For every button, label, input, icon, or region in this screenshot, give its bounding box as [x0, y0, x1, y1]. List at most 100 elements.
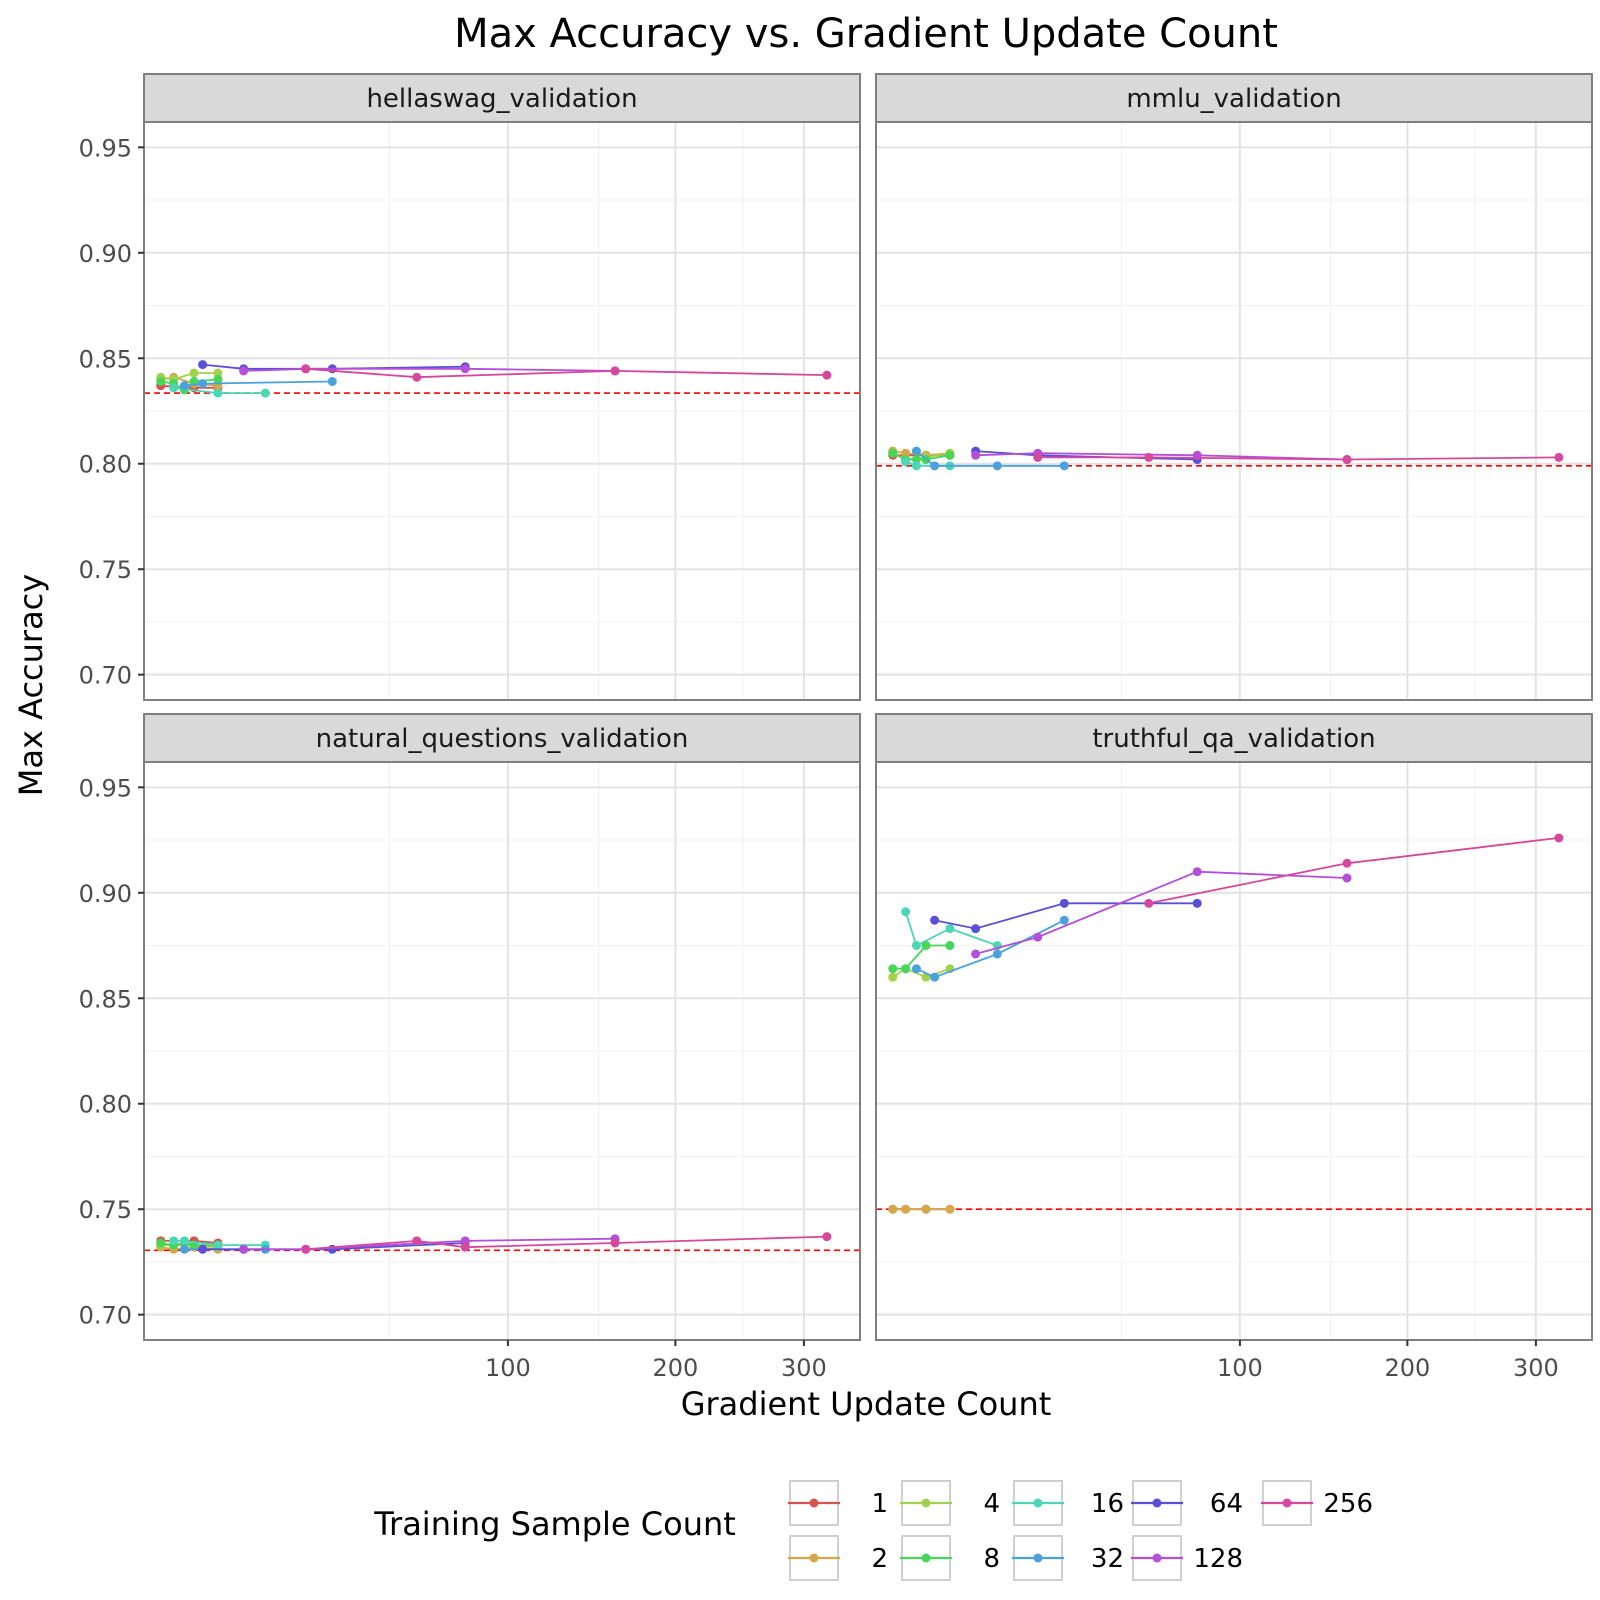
legend-entry-16: 16 — [1012, 1480, 1124, 1526]
data-point-128 — [239, 1244, 249, 1254]
data-point-4 — [888, 972, 898, 982]
data-point-2 — [901, 448, 911, 458]
data-point-16 — [911, 461, 921, 471]
x-tick-label: 200 — [652, 1354, 698, 1382]
data-point-16 — [169, 1236, 179, 1246]
series-line-16 — [173, 1240, 266, 1246]
chart-title: Max Accuracy vs. Gradient Update Count — [454, 11, 1278, 57]
legend-label: 1 — [871, 1489, 888, 1519]
data-point-8 — [901, 964, 911, 974]
legend-entry-32: 32 — [1012, 1535, 1124, 1581]
series-line-4 — [160, 372, 218, 381]
data-point-256 — [301, 364, 311, 374]
data-point-32 — [198, 379, 208, 389]
data-point-8 — [156, 376, 166, 386]
data-point-32 — [1059, 461, 1069, 471]
legend-key-point — [921, 1498, 931, 1508]
data-point-256 — [822, 1232, 832, 1242]
series-line-32 — [915, 450, 1065, 467]
legend-key-point — [1152, 1498, 1162, 1508]
data-point-64 — [198, 1244, 208, 1254]
legend-entry-256: 256 — [1261, 1480, 1373, 1526]
legend-key-point — [1282, 1498, 1292, 1508]
facet-strip-label: mmlu_validation — [1126, 84, 1341, 114]
data-point-16 — [901, 457, 911, 467]
series-line-64 — [934, 902, 1198, 930]
data-point-16 — [911, 941, 921, 951]
series-line-128 — [975, 452, 1348, 461]
legend: Training Sample Count 1 2 4 8 16 32 64 128 256 — [373, 1480, 1373, 1581]
legend-label: 8 — [983, 1544, 1000, 1574]
data-point-128 — [1033, 932, 1043, 942]
data-point-256 — [822, 370, 832, 380]
legend-entry-128: 128 — [1131, 1535, 1243, 1581]
y-tick-label: 0.95 — [79, 774, 132, 802]
data-point-64 — [971, 924, 981, 934]
data-point-16 — [945, 924, 955, 934]
data-point-16 — [901, 907, 911, 917]
data-point-256 — [1144, 898, 1154, 908]
legend-entry-2: 2 — [788, 1535, 888, 1581]
data-point-16 — [179, 1236, 189, 1246]
data-point-128 — [460, 1236, 470, 1246]
legend-label: 32 — [1091, 1544, 1124, 1574]
facet-strip-label: natural_questions_validation — [316, 724, 689, 754]
data-point-16 — [213, 1240, 223, 1250]
y-tick-label: 0.85 — [79, 345, 132, 373]
data-point-256 — [412, 1236, 422, 1246]
data-point-8 — [156, 1238, 166, 1248]
data-point-64 — [1192, 898, 1202, 908]
data-point-2 — [945, 1204, 955, 1214]
data-point-32 — [911, 446, 921, 456]
y-tick-label: 0.95 — [79, 134, 132, 162]
panel-truthful-qa-validation: truthful_qa_validation 100 200 300 — [875, 713, 1593, 1382]
data-point-256 — [412, 372, 422, 382]
data-point-128 — [971, 450, 981, 460]
y-tick-label: 0.80 — [79, 1091, 132, 1119]
data-point-32 — [992, 949, 1002, 959]
data-point-256 — [460, 1242, 470, 1252]
y-tick-label: 0.70 — [79, 662, 132, 690]
legend-key-point — [1033, 1498, 1043, 1508]
facet-strip-label: truthful_qa_validation — [1092, 724, 1375, 754]
data-point-8 — [945, 450, 955, 460]
y-tick-label: 0.85 — [79, 985, 132, 1013]
legend-label: 4 — [983, 1489, 1000, 1519]
legend-title: Training Sample Count — [373, 1505, 736, 1543]
data-point-16 — [169, 383, 179, 393]
legend-label: 16 — [1091, 1489, 1124, 1519]
data-point-128 — [1342, 873, 1352, 883]
legend-key-point — [921, 1553, 931, 1563]
data-point-32 — [179, 381, 189, 391]
legend-label: 2 — [871, 1544, 888, 1574]
facet-strip — [143, 713, 861, 763]
data-point-64 — [1059, 898, 1069, 908]
data-point-4 — [189, 368, 199, 378]
facet-strip — [875, 73, 1593, 123]
y-tick-label: 0.75 — [79, 1196, 132, 1224]
data-point-256 — [301, 1244, 311, 1254]
panel-mmlu-validation: mmlu_validation — [875, 73, 1593, 701]
legend-entry-64: 64 — [1131, 1480, 1243, 1526]
data-point-256 — [610, 366, 620, 376]
legend-key-point — [1033, 1553, 1043, 1563]
x-tick-label: 100 — [1217, 1354, 1263, 1382]
x-axis-title: Gradient Update Count — [681, 1385, 1052, 1423]
data-point-64 — [327, 1244, 337, 1254]
y-tick-label: 0.70 — [79, 1302, 132, 1330]
x-tick-label: 300 — [781, 1354, 827, 1382]
data-point-16 — [213, 388, 223, 398]
legend-label: 256 — [1323, 1489, 1373, 1519]
y-tick-label: 0.75 — [79, 556, 132, 584]
legend-key-point — [809, 1498, 819, 1508]
data-point-8 — [945, 941, 955, 951]
panel-hellaswag-validation: hellaswag_validation 0.70 0.75 0.80 0.85 0.90… — [79, 73, 861, 701]
data-point-8 — [921, 941, 931, 951]
data-point-256 — [1033, 452, 1043, 462]
legend-label: 64 — [1210, 1489, 1243, 1519]
y-tick-label: 0.80 — [79, 451, 132, 479]
data-point-128 — [1192, 867, 1202, 877]
series-line-128 — [975, 870, 1348, 955]
data-point-32 — [930, 461, 940, 471]
